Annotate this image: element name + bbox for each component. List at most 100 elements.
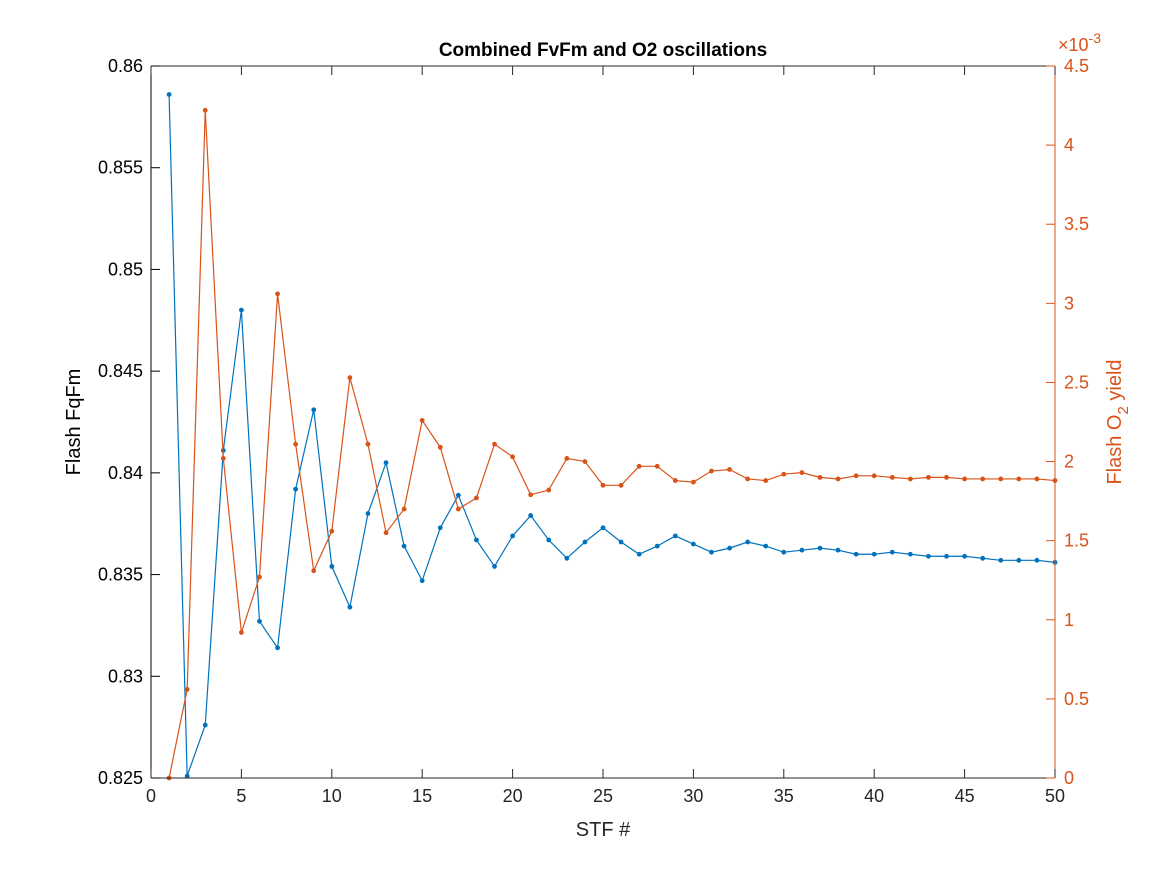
fqfm-series-point xyxy=(455,492,461,498)
fqfm-series-point xyxy=(582,539,588,545)
fqfm-series-point xyxy=(383,460,389,466)
left-y-tick-label: 0.85 xyxy=(108,259,143,279)
fqfm-series-point xyxy=(871,551,877,557)
fqfm-series-point xyxy=(889,549,895,555)
o2-yield-series-point xyxy=(202,107,208,113)
x-tick-label: 0 xyxy=(146,786,156,806)
x-tick-label: 40 xyxy=(864,786,884,806)
fqfm-series-point xyxy=(401,543,407,549)
o2-yield-series-point xyxy=(907,476,913,482)
right-y-tick-label: 0 xyxy=(1064,768,1074,788)
x-tick-label: 20 xyxy=(503,786,523,806)
x-tick-label: 35 xyxy=(774,786,794,806)
fqfm-series-point xyxy=(998,557,1004,563)
x-axis-label: STF # xyxy=(576,819,631,841)
o2-yield-series-point xyxy=(365,441,371,447)
fqfm-series-point xyxy=(564,555,570,561)
o2-yield-series-point xyxy=(492,441,497,447)
o2-yield-series-point xyxy=(636,463,642,469)
fqfm-series-point xyxy=(239,307,244,313)
x-tick-label: 25 xyxy=(593,786,613,806)
fqfm-series-point xyxy=(329,564,335,569)
o2-yield-series-point xyxy=(799,470,805,476)
right-axis-label-tail: yield xyxy=(1104,359,1126,406)
fqfm-series-point xyxy=(763,543,769,549)
o2-yield-series-point xyxy=(275,291,280,297)
fqfm-series-point xyxy=(347,604,353,610)
o2-yield-series-point xyxy=(980,476,986,482)
fqfm-series-point xyxy=(926,553,931,559)
o2-yield-series-point xyxy=(926,474,931,480)
x-tick-label: 5 xyxy=(236,786,246,806)
left-y-tick-label: 0.83 xyxy=(108,666,143,686)
right-y-tick-label: 3.5 xyxy=(1064,214,1089,234)
fqfm-series-point xyxy=(691,541,696,547)
fqfm-series-point xyxy=(709,549,714,555)
o2-yield-series-point xyxy=(1034,476,1040,482)
o2-yield-series-point xyxy=(781,471,787,477)
o2-yield-series-point xyxy=(564,455,570,461)
right-y-tick-label: 1.5 xyxy=(1064,531,1089,551)
fqfm-series-point xyxy=(654,543,660,549)
o2-yield-series-point xyxy=(437,444,443,450)
left-y-tick-label: 0.845 xyxy=(98,361,143,381)
right-y-tick-label: 2 xyxy=(1064,452,1074,472)
left-y-tick-label: 0.84 xyxy=(108,463,143,483)
right-y-tick-label: 0.5 xyxy=(1064,689,1089,709)
o2-yield-series-point xyxy=(311,568,317,574)
fqfm-series-point xyxy=(365,511,371,516)
o2-yield-series-point xyxy=(455,506,461,512)
fqfm-series-point xyxy=(799,547,805,553)
o2-yield-series-point xyxy=(419,418,425,423)
right-y-tick-label: 2.5 xyxy=(1064,372,1089,392)
o2-yield-series-point xyxy=(528,492,534,498)
o2-yield-series-point xyxy=(962,476,967,482)
fqfm-series-point xyxy=(962,553,967,559)
right-axis-label-main: Flash O xyxy=(1104,415,1126,485)
fqfm-series-point xyxy=(618,539,624,545)
fqfm-series-point xyxy=(636,551,642,557)
o2-yield-series-line xyxy=(168,110,1056,779)
o2-yield-series-point xyxy=(401,506,407,512)
o2-yield-series-point xyxy=(474,495,479,501)
o2-yield-series-point xyxy=(220,455,226,461)
o2-yield-series-point xyxy=(1016,476,1022,482)
fqfm-series-point xyxy=(311,407,317,413)
fqfm-series-point xyxy=(907,551,913,557)
o2-yield-series-point xyxy=(944,474,949,480)
x-tick-label: 50 xyxy=(1045,786,1065,806)
o2-yield-series-point xyxy=(347,375,353,381)
o2-yield-series-point xyxy=(871,473,877,479)
o2-yield-series-point xyxy=(293,441,299,447)
fqfm-series-point xyxy=(510,533,515,539)
series-layer xyxy=(166,92,1058,781)
right-axis-exponent-base: ×10 xyxy=(1058,35,1089,55)
labels-layer: Combined FvFm and O2 oscillations STF # … xyxy=(63,30,1132,841)
fqfm-series-point xyxy=(275,645,280,651)
left-y-tick-label: 0.86 xyxy=(108,56,143,76)
fqfm-series-point xyxy=(727,545,732,551)
fqfm-series-point xyxy=(781,549,787,555)
fqfm-series-point xyxy=(184,773,190,779)
right-axis-exponent: ×10-3 xyxy=(1058,30,1101,55)
o2-yield-series-point xyxy=(727,467,732,472)
o2-yield-series-point xyxy=(184,686,190,692)
o2-yield-series-point xyxy=(383,530,389,536)
right-y-tick-label: 3 xyxy=(1064,293,1074,313)
axes-layer: 0 5 10 15 20 25 30 35 40 45 500.8250.830.8350.840.… xyxy=(98,56,1089,806)
fqfm-series-point xyxy=(546,537,552,543)
o2-yield-series-point xyxy=(600,482,606,488)
fqfm-series-point xyxy=(474,537,479,543)
o2-yield-series-point xyxy=(582,459,588,464)
fqfm-series-point xyxy=(853,551,859,557)
fqfm-series-point xyxy=(672,533,678,539)
fqfm-series-point xyxy=(419,578,425,584)
left-y-tick-label: 0.825 xyxy=(98,768,143,788)
o2-yield-series-point xyxy=(546,487,552,493)
o2-yield-series-point xyxy=(672,478,678,483)
fqfm-series-point xyxy=(835,547,841,553)
o2-yield-series-point xyxy=(745,476,751,482)
fqfm-series-point xyxy=(166,92,172,97)
fqfm-series-point xyxy=(202,722,208,728)
o2-yield-series-point xyxy=(853,473,859,479)
